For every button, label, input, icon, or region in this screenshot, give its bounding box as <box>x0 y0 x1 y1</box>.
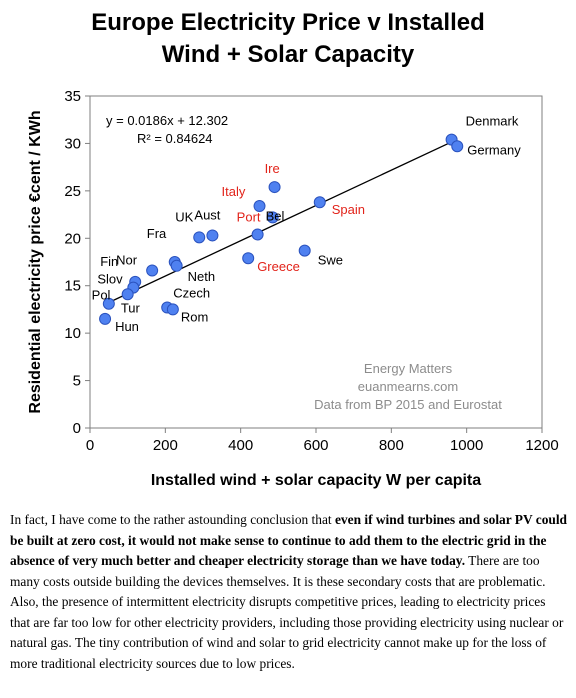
x-axis-title: Installed wind + solar capacity W per ca… <box>151 472 481 489</box>
x-tick-label: 1000 <box>450 437 483 454</box>
data-point <box>166 303 179 316</box>
point-label: Germany <box>467 142 521 157</box>
y-tick-label: 35 <box>64 88 81 105</box>
point-label: Neth <box>188 269 215 284</box>
point-label: Pol <box>92 287 111 302</box>
data-point <box>206 229 219 242</box>
y-tick-label: 5 <box>73 373 81 390</box>
point-label: Hun <box>115 319 139 334</box>
point-label: Fin <box>100 254 118 269</box>
caption-rest: There are too many costs outside buildin… <box>10 553 564 671</box>
caption-paragraph: In fact, I have come to the rather astou… <box>10 510 568 674</box>
caption-intro: In fact, I have come to the rather astou… <box>10 512 335 527</box>
point-label: Denmark <box>466 114 519 129</box>
chart-title-line-1: Europe Electricity Price v Installed <box>91 9 485 36</box>
point-label: Bel <box>266 208 285 223</box>
x-tick-label: 200 <box>153 437 178 454</box>
data-point <box>121 288 134 301</box>
point-label: Czech <box>173 286 210 301</box>
data-point <box>253 200 266 213</box>
scatter-chart: Europe Electricity Price v Installed Win… <box>27 9 559 489</box>
data-point <box>193 231 206 244</box>
chart: Europe Electricity Price v Installed Win… <box>27 9 559 489</box>
watermark-line-2: euanmearns.com <box>358 379 458 394</box>
y-tick-label: 0 <box>73 420 81 437</box>
y-tick-label: 25 <box>64 183 81 200</box>
x-tick-label: 1200 <box>525 437 558 454</box>
point-label: Italy <box>222 184 246 199</box>
trendline <box>104 138 458 305</box>
point-label: Port <box>237 209 261 224</box>
y-axis-ticks: 0 5 10 15 20 25 30 35 <box>64 88 90 437</box>
data-point <box>102 297 115 310</box>
data-point <box>266 211 279 224</box>
watermark-line-1: Energy Matters <box>364 361 453 376</box>
y-tick-label: 20 <box>64 230 81 247</box>
y-axis-title: Residential electricity price €cent / KW… <box>27 110 44 413</box>
point-label: Ire <box>265 161 280 176</box>
data-point <box>451 140 464 153</box>
point-label: Aust <box>194 207 220 222</box>
data-points <box>99 133 464 325</box>
y-tick-label: 10 <box>64 325 81 342</box>
point-label: Rom <box>181 309 208 324</box>
data-point <box>251 228 264 241</box>
chart-title-line-2: Wind + Solar Capacity <box>162 41 415 68</box>
data-point <box>242 252 255 265</box>
x-axis-ticks: 0 200 400 600 800 1000 1200 <box>86 428 559 454</box>
point-label: Swe <box>318 253 343 268</box>
data-point <box>268 181 281 194</box>
data-point <box>298 244 311 257</box>
point-label: Spain <box>332 202 365 217</box>
point-label: Greece <box>257 259 300 274</box>
point-label: Tur <box>121 301 141 316</box>
x-tick-label: 400 <box>228 437 253 454</box>
data-point <box>313 196 326 209</box>
x-tick-label: 600 <box>303 437 328 454</box>
caption-bold: even if wind turbines and solar PV could… <box>10 512 568 568</box>
point-label: Fra <box>147 226 167 241</box>
point-label: Slov <box>97 272 123 287</box>
data-point <box>146 264 159 277</box>
y-tick-label: 15 <box>64 278 81 295</box>
trend-equation: y = 0.0186x + 12.302 <box>106 113 228 128</box>
x-tick-label: 800 <box>379 437 404 454</box>
point-label: Nor <box>116 253 138 268</box>
r-squared: R² = 0.84624 <box>137 131 213 146</box>
watermark-line-3: Data from BP 2015 and Eurostat <box>314 397 502 412</box>
data-point <box>170 259 183 272</box>
point-label: UK <box>175 209 193 224</box>
x-tick-label: 0 <box>86 437 94 454</box>
data-point <box>99 312 112 325</box>
y-tick-label: 30 <box>64 135 81 152</box>
